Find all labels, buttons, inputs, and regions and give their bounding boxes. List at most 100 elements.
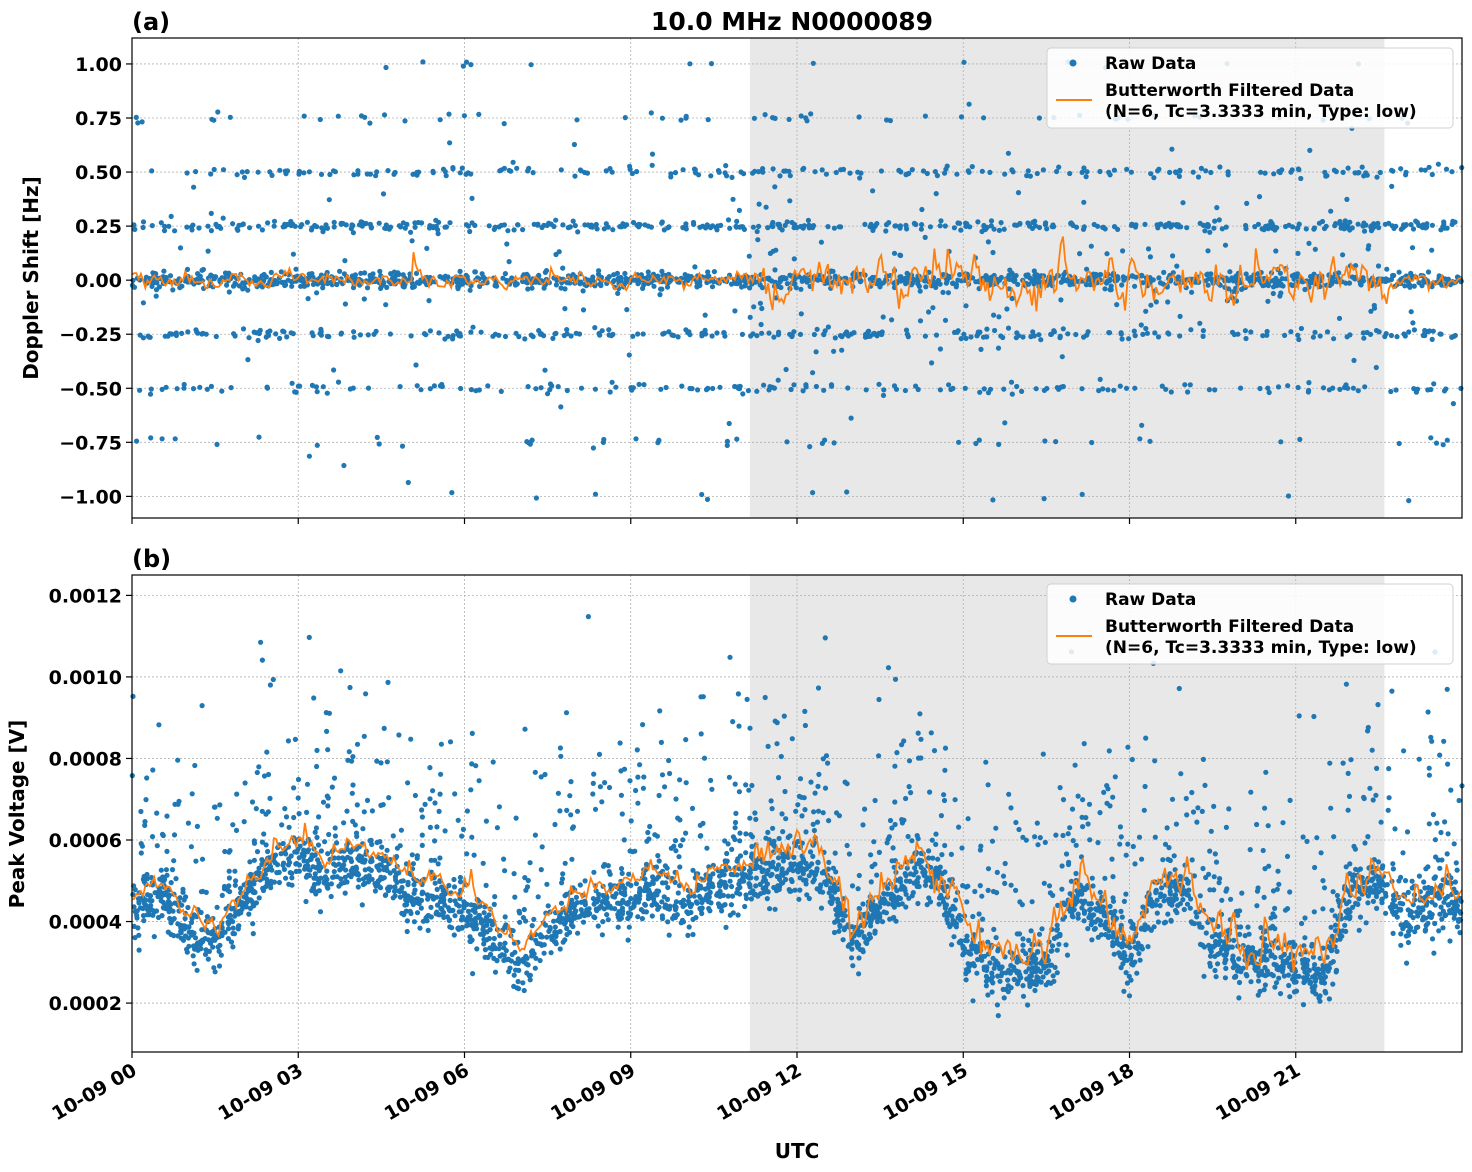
raw-data-point: [464, 851, 470, 857]
raw-data-point: [547, 381, 554, 387]
raw-data-point: [657, 292, 663, 298]
raw-data-point: [1119, 336, 1125, 342]
raw-data-point: [606, 327, 612, 333]
raw-data-point: [1123, 891, 1129, 897]
raw-data-point: [734, 218, 740, 224]
raw-data-point: [373, 328, 379, 334]
raw-data-point: [1312, 246, 1318, 252]
raw-data-point: [627, 913, 633, 919]
raw-data-point: [130, 693, 136, 700]
raw-data-point: [404, 918, 410, 924]
raw-data-point: [1059, 354, 1065, 360]
raw-data-point: [1226, 286, 1232, 292]
raw-data-point: [1344, 196, 1350, 202]
raw-data-point: [1410, 320, 1416, 326]
raw-data-point: [542, 771, 548, 778]
raw-data-point: [565, 225, 571, 231]
raw-data-point: [1085, 821, 1091, 827]
raw-data-point: [1398, 931, 1404, 937]
raw-data-point: [722, 170, 728, 176]
raw-data-point: [1019, 388, 1025, 394]
raw-data-point: [161, 228, 168, 234]
raw-data-point: [892, 821, 898, 828]
raw-data-point: [1097, 810, 1103, 816]
raw-data-point: [1340, 252, 1346, 258]
raw-data-point: [419, 842, 425, 849]
raw-data-point: [317, 116, 323, 123]
raw-data-point: [1168, 389, 1174, 395]
raw-data-point: [277, 167, 283, 173]
raw-data-point: [667, 770, 673, 777]
raw-data-point: [969, 164, 975, 170]
raw-data-point: [163, 384, 169, 390]
raw-data-point: [729, 883, 735, 890]
raw-data-point: [468, 387, 474, 393]
raw-data-point: [437, 791, 443, 797]
raw-data-point: [659, 286, 665, 292]
raw-data-point: [451, 876, 457, 883]
raw-data-point: [993, 935, 999, 941]
raw-data-point: [868, 919, 874, 926]
raw-data-point: [1120, 248, 1126, 254]
raw-data-point: [342, 301, 348, 307]
raw-data-point: [289, 380, 295, 386]
raw-data-point: [259, 227, 265, 233]
raw-data-point: [228, 939, 235, 945]
raw-data-point: [614, 270, 621, 276]
raw-data-point: [995, 1013, 1001, 1019]
raw-data-point: [1391, 225, 1397, 231]
raw-data-point: [746, 868, 753, 874]
raw-data-point: [424, 245, 430, 251]
raw-data-point: [1067, 282, 1073, 288]
raw-data-point: [626, 924, 632, 930]
raw-data-point: [829, 383, 835, 389]
raw-data-point: [304, 282, 310, 288]
raw-data-point: [1035, 842, 1041, 848]
raw-data-point: [1262, 964, 1268, 971]
raw-data-point: [1188, 327, 1194, 333]
raw-data-point: [239, 169, 245, 175]
raw-data-point: [1400, 901, 1406, 907]
raw-data-point: [617, 740, 623, 746]
raw-data-point: [1126, 336, 1132, 342]
raw-data-point: [1248, 275, 1254, 281]
raw-data-point: [1075, 793, 1081, 799]
raw-data-point: [329, 784, 335, 790]
raw-data-point: [958, 336, 964, 342]
raw-data-point: [735, 691, 742, 697]
raw-data-point: [856, 114, 862, 120]
raw-data-point: [880, 392, 887, 398]
raw-data-point: [637, 762, 643, 768]
raw-data-point: [545, 391, 551, 397]
raw-data-point: [1353, 263, 1359, 269]
raw-data-point: [804, 118, 810, 124]
raw-data-point: [1119, 282, 1125, 288]
raw-data-point: [1020, 834, 1026, 840]
raw-data-point: [457, 874, 463, 881]
raw-data-point: [140, 300, 146, 306]
raw-data-point: [922, 278, 928, 284]
raw-data-point: [213, 333, 219, 340]
raw-data-point: [989, 989, 995, 995]
raw-data-point: [1411, 283, 1417, 289]
raw-data-point: [1405, 939, 1411, 946]
raw-data-point: [512, 894, 518, 900]
raw-data-point: [190, 386, 197, 392]
raw-data-point: [137, 332, 143, 338]
raw-data-point: [1391, 272, 1397, 279]
raw-data-point: [191, 184, 197, 190]
raw-data-point: [318, 171, 325, 177]
raw-data-point: [298, 283, 304, 289]
raw-data-point: [314, 290, 320, 296]
raw-data-point: [1311, 713, 1317, 720]
raw-data-point: [285, 738, 291, 744]
raw-data-point: [761, 382, 767, 388]
raw-data-point: [891, 250, 898, 256]
raw-data-point: [334, 840, 340, 846]
raw-data-point: [929, 837, 935, 843]
raw-data-point: [1337, 932, 1343, 938]
raw-data-point: [931, 280, 937, 286]
raw-data-point: [979, 893, 985, 899]
raw-data-point: [730, 719, 736, 725]
raw-data-point: [143, 797, 149, 803]
